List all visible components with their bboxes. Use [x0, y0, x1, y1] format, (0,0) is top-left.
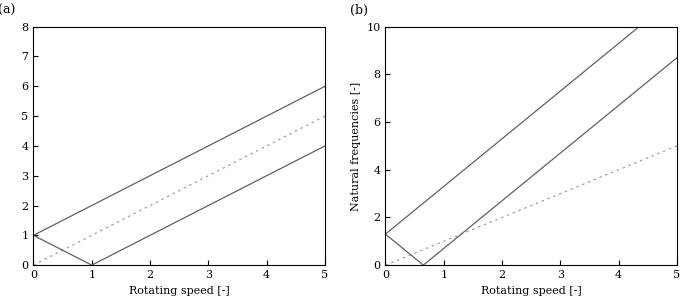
- Text: (a): (a): [0, 4, 16, 17]
- Y-axis label: Natural frequencies [-]: Natural frequencies [-]: [351, 81, 361, 211]
- X-axis label: Rotating speed [-]: Rotating speed [-]: [481, 286, 582, 296]
- Text: (b): (b): [351, 4, 369, 17]
- X-axis label: Rotating speed [-]: Rotating speed [-]: [129, 286, 229, 296]
